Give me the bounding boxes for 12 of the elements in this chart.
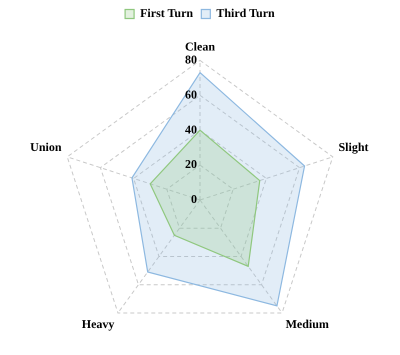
spoke-label: Clean	[185, 39, 216, 54]
legend-label: Third Turn	[216, 6, 276, 20]
y-tick-label: 80	[185, 52, 197, 66]
spoke-label: Slight	[338, 140, 368, 154]
legend-label: First Turn	[140, 6, 194, 20]
spoke-label: Union	[30, 140, 62, 154]
y-tick-label: 0	[191, 192, 197, 206]
spoke-label: Medium	[286, 317, 329, 332]
spoke-label: Heavy	[82, 317, 114, 332]
y-tick-label: 60	[185, 87, 197, 102]
y-tick-label: 20	[185, 157, 197, 172]
y-tick-label: 40	[185, 122, 197, 136]
